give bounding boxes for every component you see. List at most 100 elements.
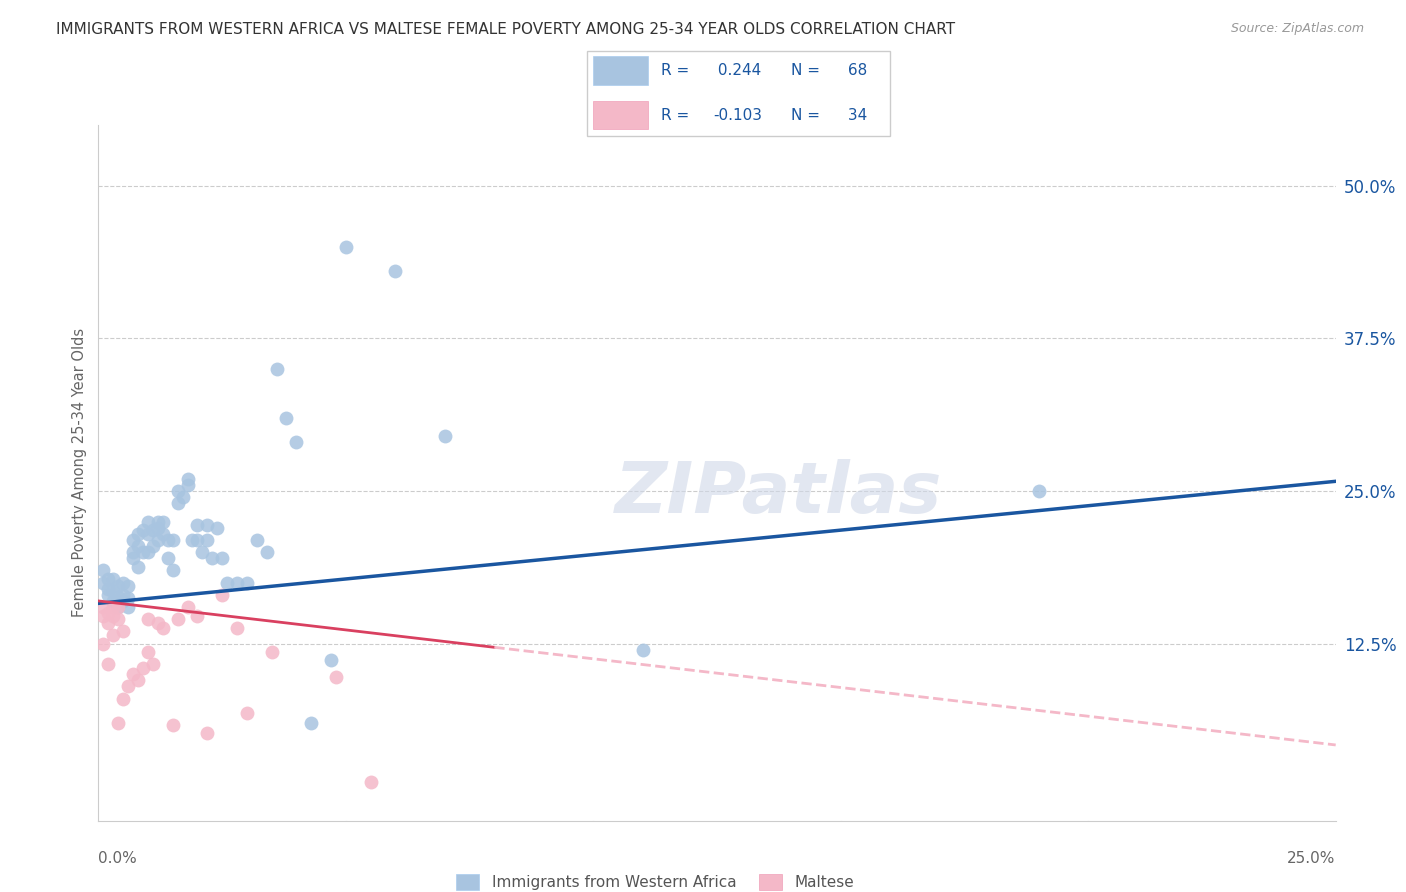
Point xyxy=(256,545,278,559)
Point xyxy=(156,551,179,566)
Point xyxy=(117,579,139,593)
Point xyxy=(117,600,139,615)
Point xyxy=(162,533,184,547)
Point xyxy=(107,716,129,731)
Point xyxy=(107,579,129,593)
Point xyxy=(112,691,135,706)
Point xyxy=(97,615,120,630)
Point xyxy=(172,490,194,504)
Point xyxy=(136,645,159,659)
Point xyxy=(276,410,298,425)
Point xyxy=(132,545,155,559)
Point xyxy=(103,584,125,599)
Point xyxy=(107,612,129,626)
Point xyxy=(195,725,218,739)
Point xyxy=(93,608,115,623)
Point xyxy=(205,521,228,535)
Text: 0.244: 0.244 xyxy=(713,63,762,78)
Point xyxy=(117,591,139,606)
Point xyxy=(176,478,198,492)
Point xyxy=(132,523,155,537)
Point xyxy=(136,612,159,626)
Point xyxy=(97,606,120,620)
Point xyxy=(201,551,224,566)
Point xyxy=(360,774,382,789)
Point xyxy=(122,551,145,566)
Point xyxy=(236,706,259,721)
Text: 68: 68 xyxy=(844,63,868,78)
Point xyxy=(122,667,145,681)
FancyBboxPatch shape xyxy=(586,51,890,136)
Point xyxy=(93,600,115,615)
Point xyxy=(93,563,115,577)
Point xyxy=(433,429,456,443)
Bar xyxy=(593,101,648,129)
Point xyxy=(107,600,129,615)
Point xyxy=(176,600,198,615)
Point xyxy=(112,588,135,602)
Text: R =: R = xyxy=(661,63,689,78)
Point xyxy=(319,652,342,666)
Point xyxy=(146,521,169,535)
Point xyxy=(127,673,149,688)
Point xyxy=(107,591,129,605)
Point xyxy=(226,575,249,590)
Point xyxy=(112,624,135,639)
Point xyxy=(97,657,120,672)
Point xyxy=(181,533,204,547)
Point xyxy=(186,533,208,547)
Point xyxy=(152,621,174,635)
Point xyxy=(103,600,125,615)
Point xyxy=(166,612,188,626)
Point xyxy=(166,484,188,499)
Point xyxy=(325,670,347,684)
Point xyxy=(136,545,159,559)
Point xyxy=(236,575,259,590)
Point xyxy=(103,628,125,642)
Text: Source: ZipAtlas.com: Source: ZipAtlas.com xyxy=(1230,22,1364,36)
Point xyxy=(146,533,169,547)
Point xyxy=(103,608,125,623)
Point xyxy=(136,526,159,541)
Text: R =: R = xyxy=(661,108,689,122)
Point xyxy=(631,642,654,657)
Point xyxy=(97,582,120,596)
Text: 0.0%: 0.0% xyxy=(98,851,138,866)
Point xyxy=(142,523,165,537)
Text: ZIPatlas: ZIPatlas xyxy=(616,459,942,528)
Point xyxy=(142,539,165,553)
Point xyxy=(186,608,208,623)
Point xyxy=(146,615,169,630)
Point xyxy=(176,472,198,486)
Point xyxy=(384,264,406,278)
Point xyxy=(103,572,125,586)
Point xyxy=(335,240,357,254)
Point xyxy=(166,496,188,510)
Point xyxy=(103,594,125,608)
Point xyxy=(136,515,159,529)
Point xyxy=(162,563,184,577)
Point xyxy=(156,533,179,547)
Point xyxy=(152,526,174,541)
Point xyxy=(260,645,283,659)
Point xyxy=(211,551,233,566)
Point xyxy=(285,435,308,450)
Point xyxy=(127,559,149,574)
Point xyxy=(127,539,149,553)
Point xyxy=(122,545,145,559)
Y-axis label: Female Poverty Among 25-34 Year Olds: Female Poverty Among 25-34 Year Olds xyxy=(72,328,87,617)
Point xyxy=(112,575,135,590)
Point xyxy=(246,533,269,547)
Point xyxy=(299,716,322,731)
Point xyxy=(152,515,174,529)
Point xyxy=(117,679,139,693)
Legend: Immigrants from Western Africa, Maltese: Immigrants from Western Africa, Maltese xyxy=(450,868,860,892)
Point xyxy=(195,533,218,547)
Bar xyxy=(593,56,648,85)
Point xyxy=(217,575,239,590)
Point xyxy=(142,657,165,672)
Point xyxy=(211,588,233,602)
Point xyxy=(186,518,208,533)
Point xyxy=(93,575,115,590)
Point xyxy=(107,600,129,615)
